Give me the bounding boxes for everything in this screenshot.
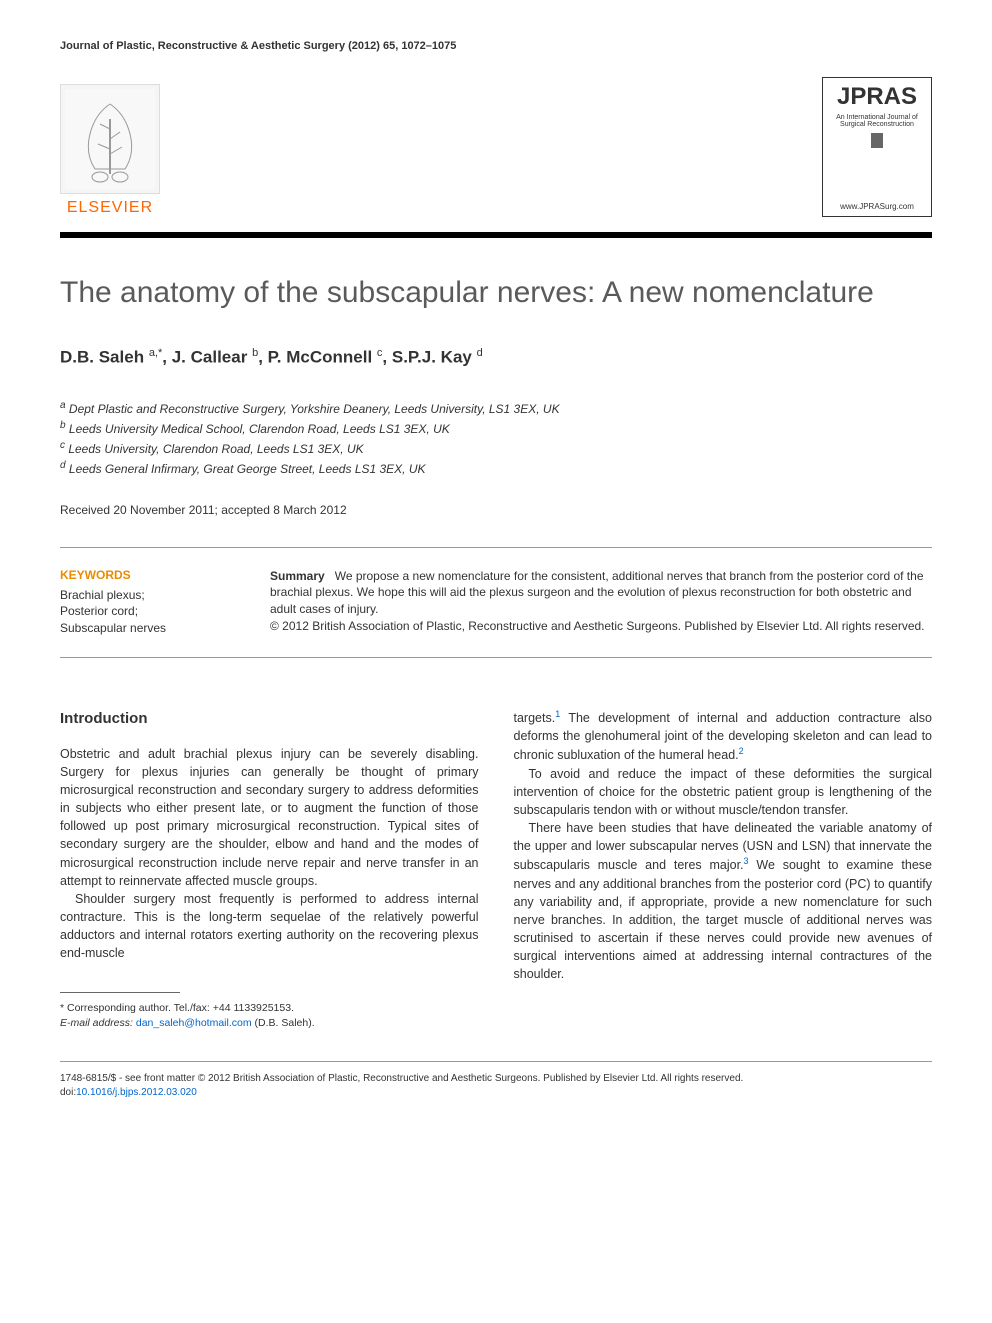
body-column-right: targets.1 The development of internal an… (514, 708, 933, 1031)
summary-column: Summary We propose a new nomenclature fo… (270, 568, 932, 637)
keywords-column: KEYWORDS Brachial plexus;Posterior cord;… (60, 568, 240, 637)
bottom-divider (60, 1061, 932, 1062)
divider-below-summary (60, 657, 932, 658)
elsevier-logo: ELSEVIER (60, 84, 160, 217)
authors-list: D.B. Saleh a,*, J. Callear b, P. McConne… (60, 347, 932, 368)
intro-col2-p2: To avoid and reduce the impact of these … (514, 765, 933, 819)
article-dates: Received 20 November 2011; accepted 8 Ma… (60, 503, 932, 517)
email-author: (D.B. Saleh). (255, 1017, 315, 1029)
summary-text: We propose a new nomenclature for the co… (270, 569, 924, 617)
intro-col2-p3: There have been studies that have deline… (514, 819, 933, 983)
elsevier-tree-icon (60, 84, 160, 194)
email-link[interactable]: dan_saleh@hotmail.com (136, 1017, 252, 1029)
logos-row: ELSEVIER JPRAS An International Journal … (60, 77, 932, 217)
jpras-acronym: JPRAS (837, 83, 917, 111)
doi-label: doi: (60, 1087, 76, 1098)
jpras-logo: JPRAS An International Journal of Surgic… (822, 77, 932, 217)
journal-citation: Journal of Plastic, Reconstructive & Aes… (60, 40, 932, 52)
corresponding-author-note: * Corresponding author. Tel./fax: +44 11… (60, 1001, 479, 1016)
header-divider (60, 232, 932, 238)
email-label: E-mail address: (60, 1017, 133, 1029)
divider-above-summary (60, 547, 932, 548)
intro-paragraph-1: Obstetric and adult brachial plexus inju… (60, 745, 479, 890)
jpras-subtitle: An International Journal of Surgical Rec… (828, 114, 926, 128)
footnote-divider (60, 992, 180, 993)
intro-col2-p1: targets.1 The development of internal an… (514, 708, 933, 765)
email-line: E-mail address: dan_saleh@hotmail.com (D… (60, 1016, 479, 1031)
article-title: The anatomy of the subscapular nerves: A… (60, 273, 932, 312)
issn-copyright: 1748-6815/$ - see front matter © 2012 Br… (60, 1073, 743, 1084)
intro-paragraph-2: Shoulder surgery most frequently is perf… (60, 890, 479, 963)
summary-copyright: © 2012 British Association of Plastic, R… (270, 619, 925, 633)
keywords-summary-row: KEYWORDS Brachial plexus;Posterior cord;… (60, 568, 932, 637)
affiliations: a Dept Plastic and Reconstructive Surger… (60, 398, 932, 478)
jpras-bar (871, 133, 883, 148)
body-column-left: Introduction Obstetric and adult brachia… (60, 708, 479, 1031)
body-columns: Introduction Obstetric and adult brachia… (60, 708, 932, 1031)
elsevier-wordmark: ELSEVIER (67, 199, 153, 217)
keywords-heading: KEYWORDS (60, 568, 240, 582)
keywords-list: Brachial plexus;Posterior cord;Subscapul… (60, 587, 240, 637)
footnotes: * Corresponding author. Tel./fax: +44 11… (60, 1001, 479, 1030)
jpras-url: www.JPRASurg.com (840, 202, 914, 211)
doi-link[interactable]: 10.1016/j.bjps.2012.03.020 (76, 1087, 197, 1098)
summary-label: Summary (270, 569, 325, 583)
copyright-footer: 1748-6815/$ - see front matter © 2012 Br… (60, 1072, 932, 1100)
reference-2[interactable]: 2 (739, 746, 744, 756)
introduction-heading: Introduction (60, 708, 479, 730)
